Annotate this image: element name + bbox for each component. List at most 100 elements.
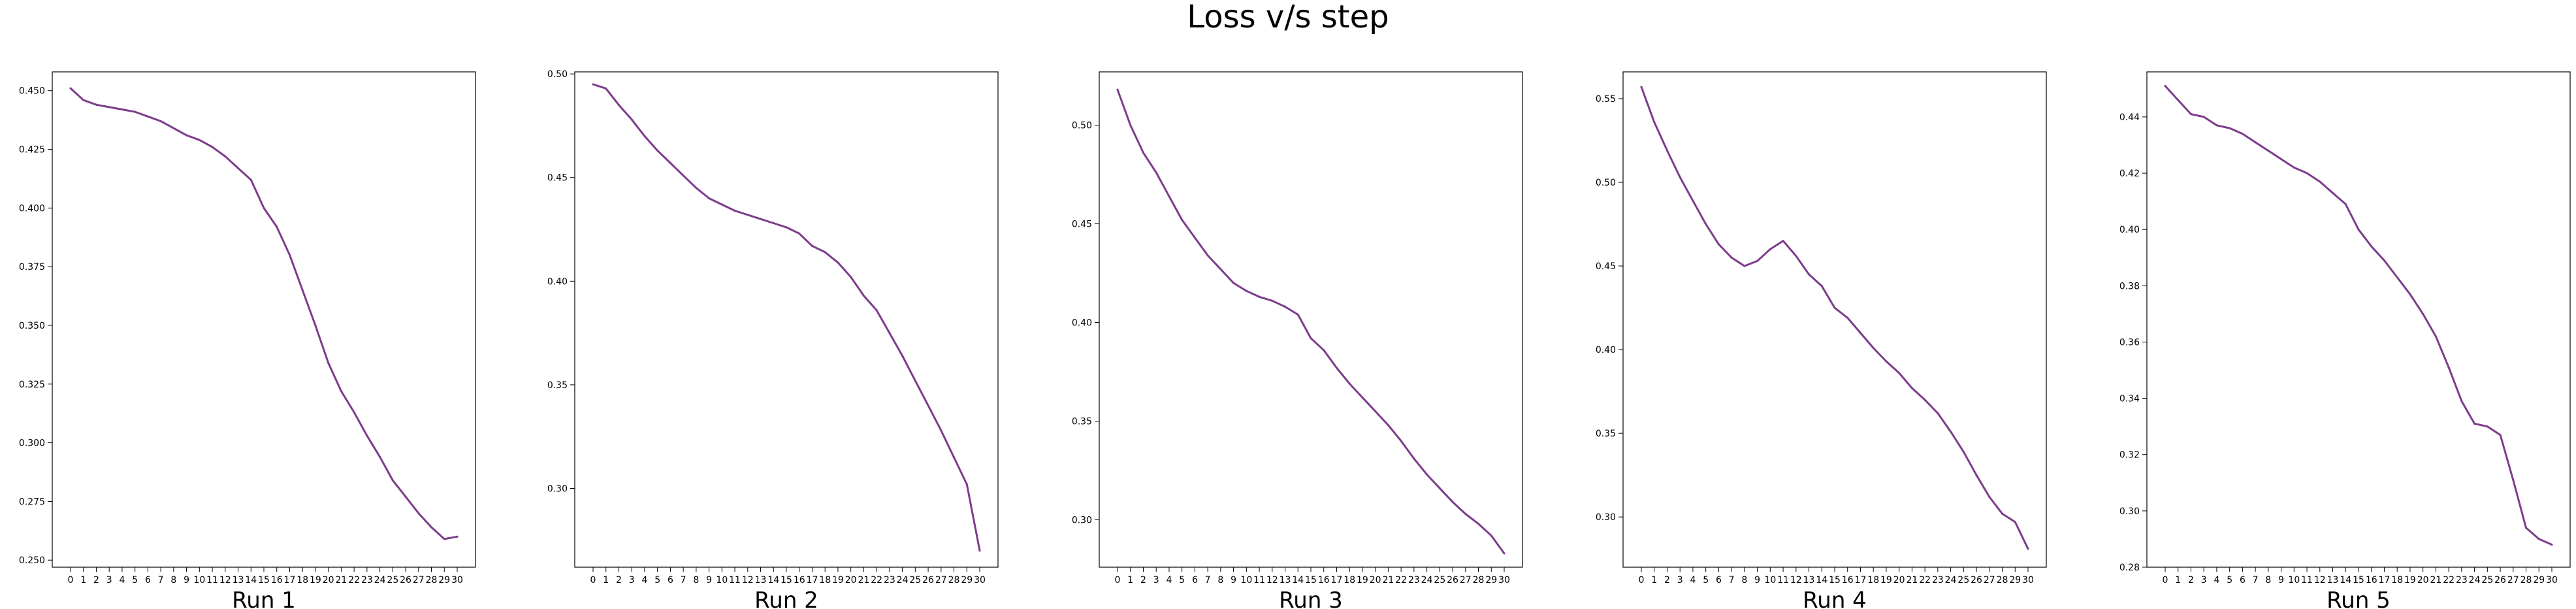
y-tick-label: 0.36 xyxy=(2119,337,2140,348)
data-point xyxy=(2383,259,2385,262)
y-tick-label: 0.28 xyxy=(2119,563,2140,573)
data-point xyxy=(2370,245,2373,248)
x-tick-label: 15 xyxy=(258,575,270,585)
data-point xyxy=(263,206,265,209)
data-point xyxy=(2215,124,2218,127)
data-point xyxy=(2512,479,2515,481)
data-point xyxy=(1924,399,1926,401)
x-tick-label: 12 xyxy=(219,575,231,585)
data-point xyxy=(1116,88,1119,91)
x-tick-label: 18 xyxy=(2391,575,2403,585)
data-point xyxy=(850,276,852,278)
x-tick-label: 29 xyxy=(1485,575,1497,585)
y-tick-label: 0.35 xyxy=(1596,429,1616,439)
y-tick-label: 0.45 xyxy=(547,173,568,184)
data-point xyxy=(146,115,149,118)
data-point xyxy=(1400,440,1402,442)
x-tick-label: 21 xyxy=(1906,575,1918,585)
data-point xyxy=(1129,124,1132,126)
x-tick-label: 3 xyxy=(1153,575,1159,585)
data-point xyxy=(1782,240,1784,242)
x-tick-label: 6 xyxy=(1192,575,1198,585)
data-point xyxy=(1769,248,1771,250)
data-point xyxy=(1756,259,1759,262)
x-tick-label: 11 xyxy=(2301,575,2313,585)
x-tick-label: 22 xyxy=(1919,575,1931,585)
x-tick-label: 5 xyxy=(1179,575,1185,585)
x-tick-label: 13 xyxy=(2327,575,2339,585)
data-point xyxy=(1885,360,1888,363)
data-point xyxy=(605,87,607,90)
data-point xyxy=(1937,412,1939,414)
x-tick-label: 20 xyxy=(2417,575,2429,585)
data-point xyxy=(2486,425,2488,428)
y-tick-label: 0.50 xyxy=(547,69,568,80)
x-tick-label: 17 xyxy=(2379,575,2391,585)
data-point xyxy=(1808,273,1810,276)
data-point xyxy=(2460,400,2463,403)
data-point xyxy=(224,155,227,157)
data-point xyxy=(456,535,459,538)
data-point xyxy=(2422,312,2424,315)
x-tick-label: 20 xyxy=(845,575,857,585)
data-point xyxy=(837,261,839,264)
y-tick-label: 0.375 xyxy=(19,262,45,272)
x-tick-label: 27 xyxy=(935,575,947,585)
data-point xyxy=(417,512,420,514)
x-tick-label: 22 xyxy=(348,575,360,585)
x-tick-label: 8 xyxy=(693,575,699,585)
x-tick-label: 27 xyxy=(2507,575,2519,585)
subplot-run-4: 0 1 2 3 4 5 6 7 8 9 10 11 12 13 14 15 16 17 18 19 20 21 22 23 24… xyxy=(1596,71,2047,609)
x-tick-label: 14 xyxy=(2340,575,2351,585)
x-tick-label: 19 xyxy=(1357,575,1368,585)
y-tick-label: 0.44 xyxy=(2119,112,2140,123)
data-point xyxy=(888,332,891,335)
x-tick-label: 30 xyxy=(451,575,463,585)
data-point xyxy=(2164,85,2166,87)
x-tick-label: 10 xyxy=(1764,575,1776,585)
x-tick-label: 25 xyxy=(387,575,398,585)
x-tick-label: 12 xyxy=(742,575,754,585)
data-point xyxy=(340,390,342,393)
x-tick-label: 24 xyxy=(897,575,909,585)
x-tick-label: 30 xyxy=(2022,575,2034,585)
data-point xyxy=(733,210,736,212)
data-point xyxy=(2001,512,2003,515)
figure-title: Loss v/s step xyxy=(1187,0,1389,35)
data-point xyxy=(353,411,355,414)
x-tick-label: 2 xyxy=(93,575,99,585)
x-tick-label: 14 xyxy=(767,575,779,585)
data-point xyxy=(630,118,633,121)
x-tick-label: 21 xyxy=(858,575,869,585)
data-point xyxy=(1795,255,1797,257)
y-tick-label: 0.400 xyxy=(19,203,45,214)
x-tick-label: 24 xyxy=(374,575,386,585)
data-point xyxy=(1348,382,1351,385)
x-tick-label: 23 xyxy=(1932,575,1944,585)
x-tick-label: 29 xyxy=(961,575,973,585)
data-point xyxy=(720,203,723,206)
data-point xyxy=(404,495,407,498)
x-tick-label: 16 xyxy=(1842,575,1854,585)
x-tick-label: 16 xyxy=(2366,575,2377,585)
x-tick-label: 26 xyxy=(2494,575,2506,585)
x-tick-label: 1 xyxy=(1127,575,1133,585)
data-point xyxy=(695,187,698,189)
x-tick-label: 7 xyxy=(158,575,164,585)
data-point xyxy=(327,362,330,364)
data-point xyxy=(940,429,942,432)
subplot-run-5: 0 1 2 3 4 5 6 7 8 9 10 11 12 13 14 15 16 17 18 19 20 21 22 23 24… xyxy=(2119,71,2571,609)
x-tick-label: 16 xyxy=(1318,575,1330,585)
data-point xyxy=(2396,276,2398,278)
data-point xyxy=(914,380,916,382)
subplot-run-1: 0 1 2 3 4 5 6 7 8 9 10 11 12 13 14 15 16 17 18 19 20 21 22 23 24… xyxy=(19,71,476,609)
x-tick-label: 7 xyxy=(1205,575,1211,585)
data-point xyxy=(366,435,368,437)
data-point xyxy=(1898,372,1901,374)
data-point xyxy=(785,226,788,229)
x-tick-label: 3 xyxy=(106,575,112,585)
x-tick-label: 3 xyxy=(1677,575,1683,585)
y-tick-label: 0.40 xyxy=(1596,345,1616,355)
data-point xyxy=(682,174,684,177)
y-tick-label: 0.30 xyxy=(547,484,568,494)
